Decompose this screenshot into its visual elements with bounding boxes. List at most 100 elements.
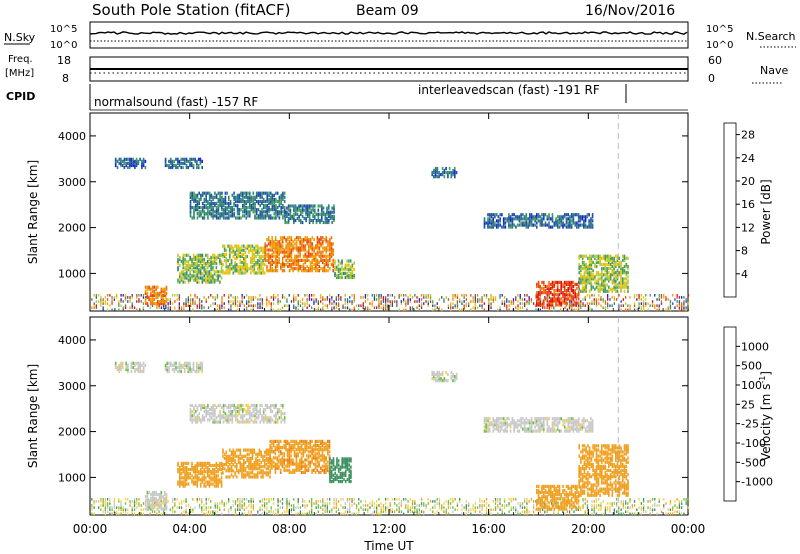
echo-cell bbox=[222, 214, 225, 218]
clutter-cell bbox=[591, 300, 593, 303]
clutter-cell bbox=[481, 300, 483, 303]
colorbar-tick-label: 4 bbox=[741, 268, 748, 281]
echo-cell bbox=[127, 365, 129, 369]
echo-cell bbox=[562, 225, 564, 229]
echo-cell bbox=[228, 195, 230, 199]
clutter-cell bbox=[411, 502, 414, 505]
clutter-cell bbox=[420, 298, 423, 301]
clutter-cell bbox=[450, 506, 452, 509]
clutter-cell bbox=[373, 298, 376, 301]
echo-cell bbox=[536, 295, 538, 299]
echo-cell bbox=[243, 208, 246, 212]
echo-cell bbox=[128, 159, 131, 163]
echo-cell bbox=[616, 283, 619, 287]
echo-cell bbox=[454, 175, 456, 179]
clutter-cell bbox=[349, 502, 351, 505]
echo-cell bbox=[201, 193, 204, 197]
echo-cell bbox=[602, 285, 605, 289]
echo-cell bbox=[297, 258, 300, 262]
echo-cell bbox=[487, 219, 489, 223]
echo-cell bbox=[567, 289, 569, 293]
echo-cell bbox=[555, 303, 557, 307]
clutter-cell bbox=[326, 306, 328, 309]
echo-cell bbox=[455, 171, 458, 175]
echo-cell bbox=[583, 254, 586, 258]
echo-cell bbox=[229, 418, 232, 422]
clutter-cell bbox=[524, 500, 526, 503]
echo-cell bbox=[513, 213, 515, 217]
clutter-cell bbox=[490, 302, 492, 305]
echo-cell bbox=[558, 289, 561, 293]
clutter-cell bbox=[342, 506, 344, 509]
clutter-cell bbox=[519, 512, 521, 516]
echo-cell bbox=[594, 277, 596, 281]
clutter-cell bbox=[651, 300, 654, 303]
echo-cell bbox=[583, 221, 585, 225]
echo-cell bbox=[120, 363, 122, 367]
echo-cell bbox=[130, 363, 133, 367]
echo-cell bbox=[558, 215, 561, 219]
echo-cell bbox=[212, 420, 214, 424]
clutter-cell bbox=[591, 302, 593, 305]
clutter-cell bbox=[163, 512, 165, 516]
echo-cell bbox=[288, 254, 291, 258]
echo-cell bbox=[191, 274, 193, 278]
echo-cell bbox=[194, 410, 197, 414]
clutter-cell bbox=[438, 306, 441, 309]
echo-cell bbox=[317, 214, 320, 218]
echo-cell bbox=[134, 367, 136, 372]
clutter-cell bbox=[494, 502, 497, 505]
echo-cell bbox=[332, 252, 334, 256]
echo-cell bbox=[206, 280, 209, 284]
clutter-cell bbox=[669, 300, 672, 303]
clutter-cell bbox=[335, 298, 337, 301]
echo-cell bbox=[320, 250, 322, 254]
clutter-cell bbox=[391, 508, 393, 511]
echo-cell bbox=[259, 216, 261, 220]
clutter-cell bbox=[391, 302, 393, 305]
echo-cell bbox=[206, 270, 209, 274]
echo-cell bbox=[329, 216, 332, 220]
echo-cell bbox=[539, 301, 542, 305]
echo-cell bbox=[597, 283, 600, 287]
echo-cell bbox=[189, 201, 192, 206]
clutter-cell bbox=[544, 512, 546, 516]
echo-cell bbox=[252, 208, 255, 212]
echo-cell bbox=[205, 412, 207, 416]
clutter-cell bbox=[403, 498, 405, 501]
clutter-cell bbox=[93, 302, 95, 305]
clutter-cell bbox=[389, 508, 391, 511]
clutter-cell bbox=[400, 502, 402, 505]
echo-cell bbox=[114, 161, 117, 165]
echo-cell bbox=[257, 214, 260, 218]
echo-cell bbox=[315, 218, 318, 223]
echo-cell bbox=[271, 242, 273, 246]
clutter-cell bbox=[234, 508, 237, 511]
echo-cell bbox=[490, 225, 493, 229]
clutter-cell bbox=[519, 504, 521, 507]
clutter-cell bbox=[313, 302, 315, 305]
clutter-cell bbox=[311, 506, 313, 509]
echo-cell bbox=[294, 242, 296, 246]
echo-cell bbox=[326, 220, 328, 225]
echo-cell bbox=[529, 219, 531, 223]
echo-cell bbox=[325, 238, 328, 242]
clutter-cell bbox=[333, 502, 335, 505]
clutter-cell bbox=[187, 504, 189, 507]
echo-cell bbox=[293, 218, 295, 223]
clutter-cell bbox=[261, 300, 263, 303]
echo-cell bbox=[203, 206, 206, 210]
clutter-cell bbox=[382, 298, 385, 301]
clutter-cell bbox=[214, 296, 216, 299]
echo-cell bbox=[567, 282, 569, 286]
clutter-cell bbox=[640, 306, 642, 309]
echo-cell bbox=[548, 303, 550, 307]
echo-cell bbox=[310, 204, 313, 208]
echo-cell bbox=[253, 254, 256, 259]
echo-cell bbox=[579, 215, 582, 219]
clutter-cell bbox=[535, 500, 537, 503]
clutter-cell bbox=[223, 502, 225, 505]
echo-cell bbox=[353, 275, 355, 280]
echo-cell bbox=[570, 295, 573, 299]
echo-cell bbox=[230, 261, 233, 265]
